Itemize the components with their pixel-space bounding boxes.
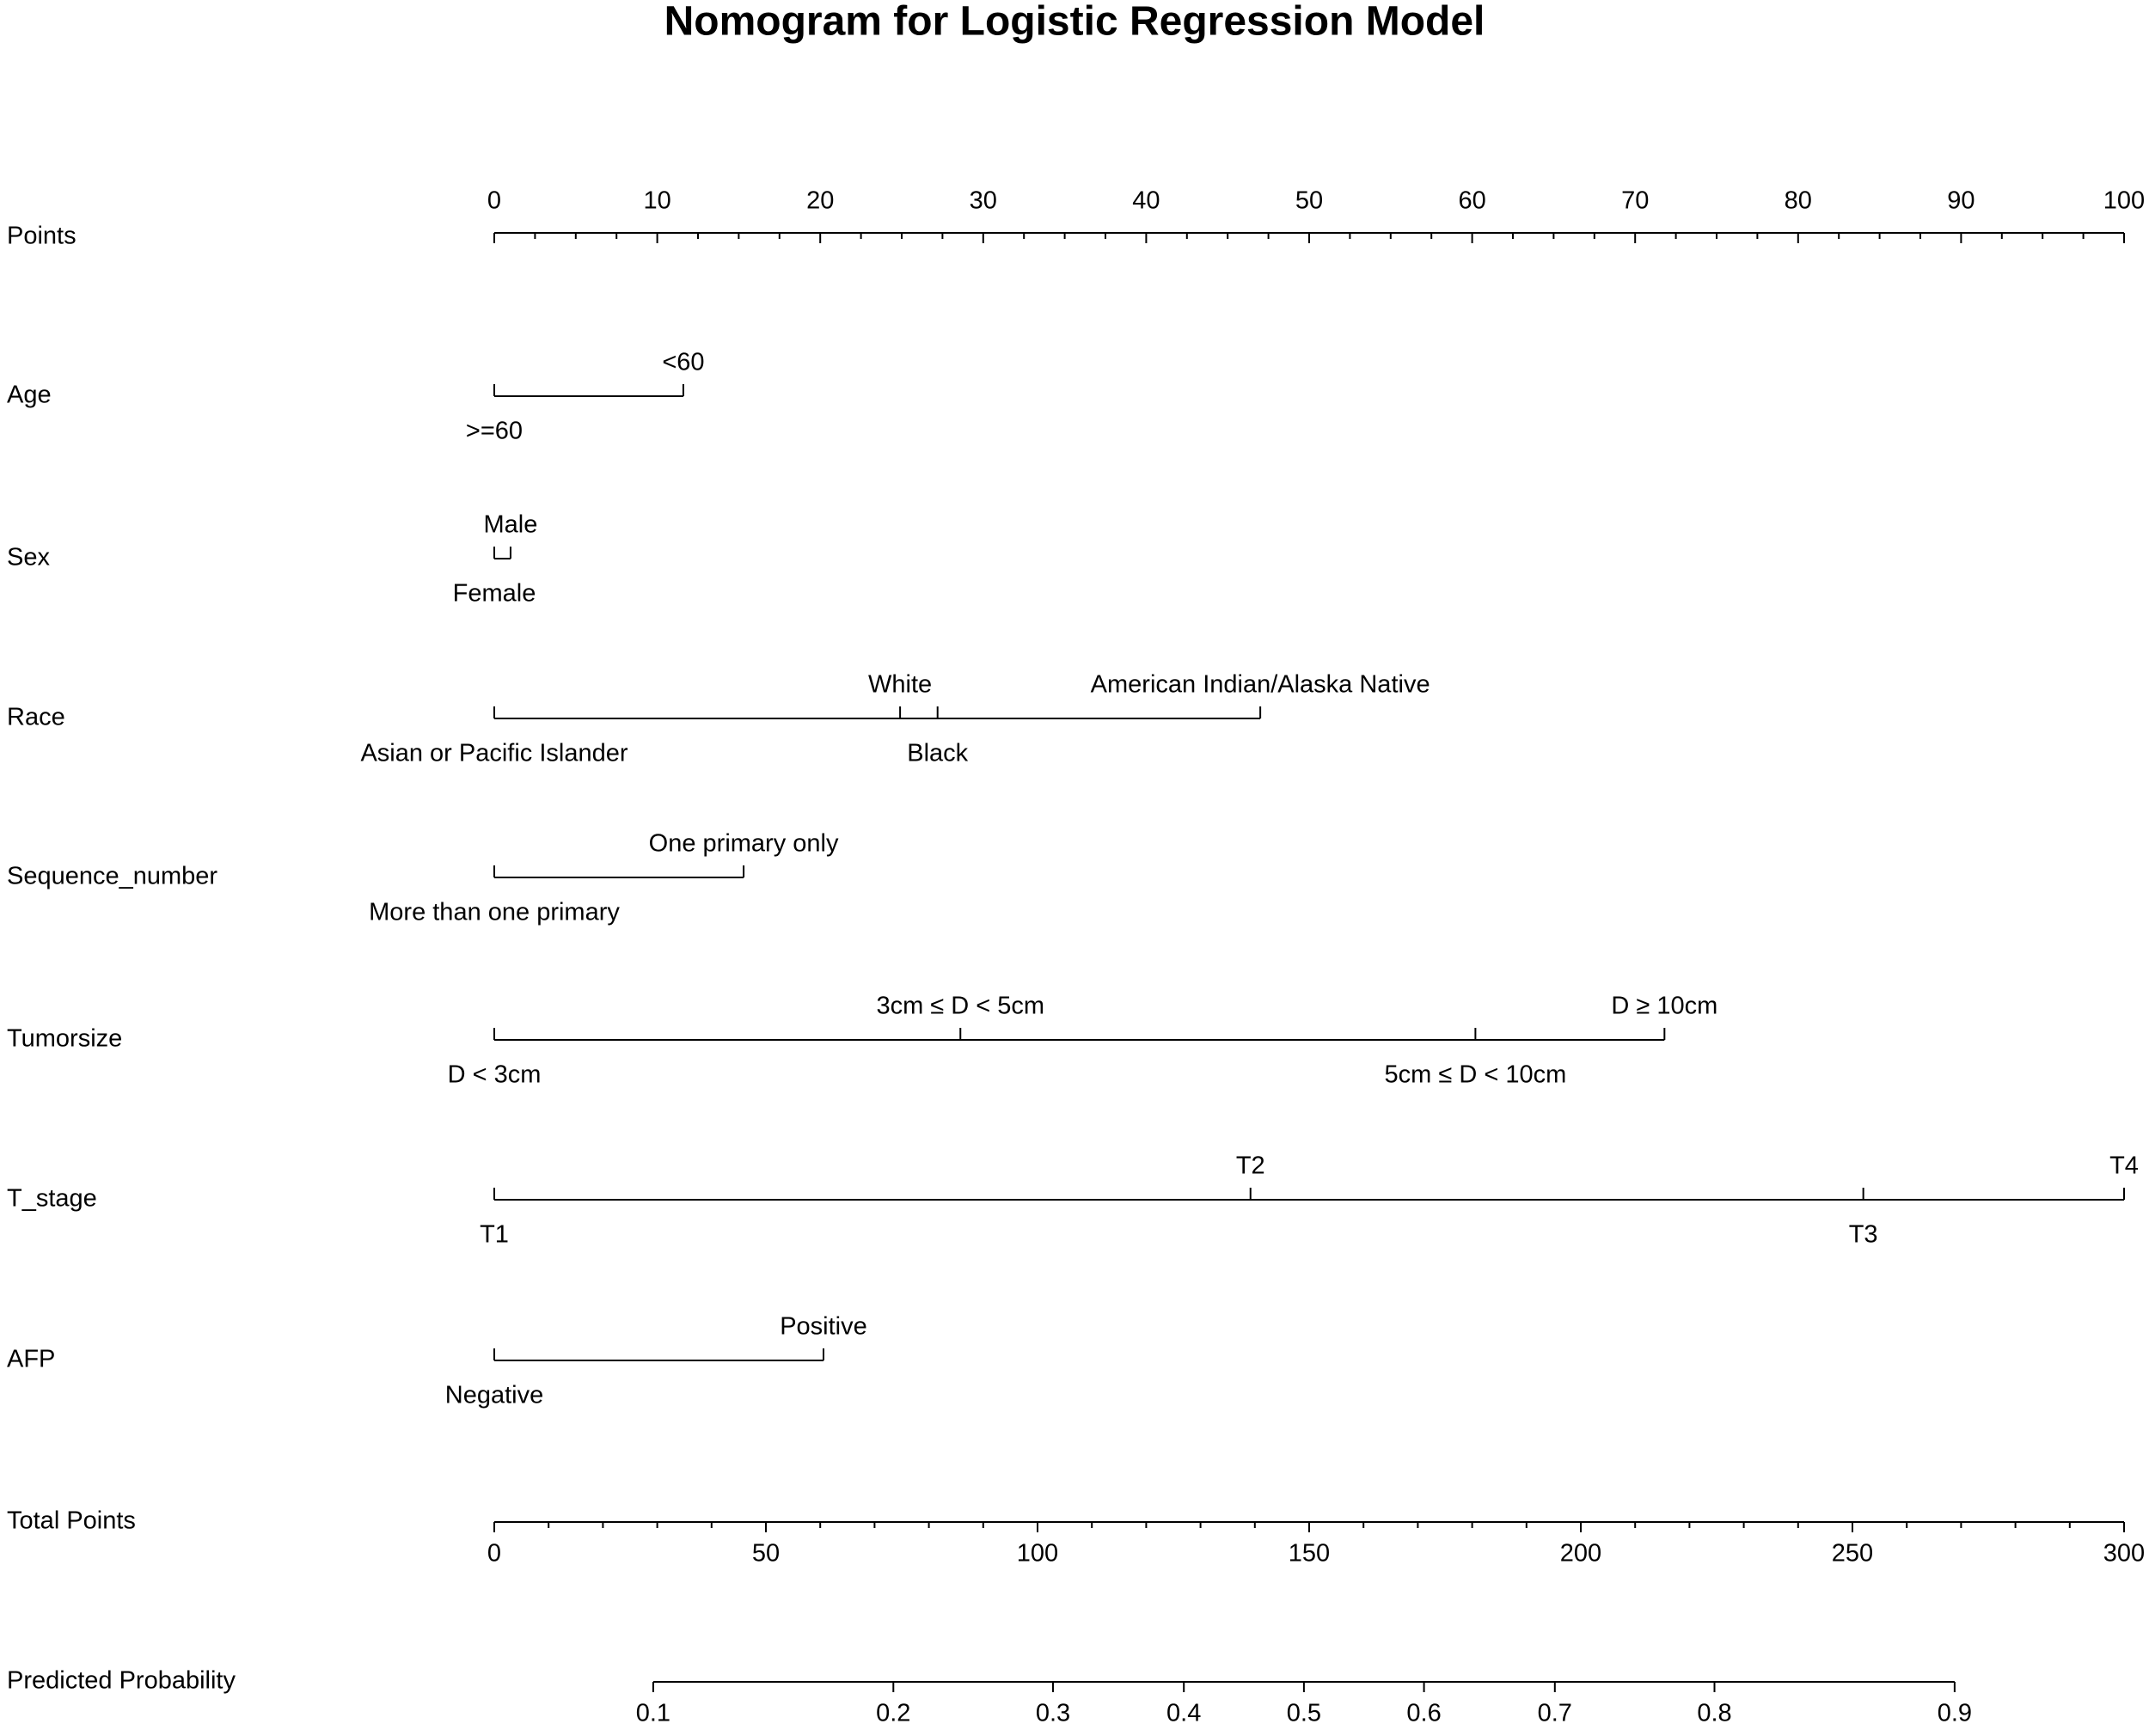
tick-label: 100 bbox=[2103, 187, 2145, 215]
level-label: <60 bbox=[662, 349, 704, 376]
level-label: T3 bbox=[1849, 1221, 1878, 1249]
row-label: T_stage bbox=[7, 1185, 97, 1213]
row-label: AFP bbox=[7, 1346, 55, 1373]
level-label: 5cm ≤ D < 10cm bbox=[1385, 1061, 1567, 1089]
level-label: 3cm ≤ D < 5cm bbox=[876, 993, 1044, 1020]
tick-label: 0.1 bbox=[636, 1700, 670, 1727]
row-label: Sex bbox=[7, 544, 50, 572]
tick-label: 250 bbox=[1832, 1540, 1873, 1568]
tick-label: 60 bbox=[1458, 187, 1485, 215]
tick-label: 20 bbox=[806, 187, 834, 215]
tick-label: 300 bbox=[2103, 1540, 2145, 1568]
level-label: Asian or Pacific Islander bbox=[360, 740, 628, 767]
tick-label: 150 bbox=[1289, 1540, 1330, 1568]
tick-label: 0.3 bbox=[1036, 1700, 1070, 1727]
level-label: Negative bbox=[445, 1382, 543, 1409]
level-label: T1 bbox=[480, 1221, 509, 1249]
row-label: Points bbox=[7, 223, 77, 250]
level-label: American Indian/Alaska Native bbox=[1091, 671, 1430, 699]
tick-label: 0.2 bbox=[876, 1700, 910, 1727]
level-label: More than one primary bbox=[369, 899, 620, 926]
tick-label: 100 bbox=[1017, 1540, 1058, 1568]
tick-label: 200 bbox=[1560, 1540, 1601, 1568]
level-label: One primary only bbox=[649, 830, 839, 858]
tick-label: 10 bbox=[643, 187, 670, 215]
tick-label: 50 bbox=[1295, 187, 1323, 215]
level-label: T4 bbox=[2109, 1152, 2139, 1180]
tick-label: 90 bbox=[1947, 187, 1975, 215]
tick-label: 0.4 bbox=[1166, 1700, 1201, 1727]
row-label: Predicted Probability bbox=[7, 1667, 236, 1695]
tick-label: 0.6 bbox=[1406, 1700, 1441, 1727]
level-label: Positive bbox=[780, 1313, 867, 1341]
level-label: >=60 bbox=[466, 418, 523, 445]
level-label: Female bbox=[453, 580, 536, 608]
chart-title: Nomogram for Logistic Regression Model bbox=[664, 0, 1485, 45]
row-label: Tumorsize bbox=[7, 1025, 122, 1053]
level-label: White bbox=[868, 671, 932, 699]
row-label: Sequence_number bbox=[7, 863, 217, 890]
tick-label: 0 bbox=[487, 187, 501, 215]
tick-label: 40 bbox=[1132, 187, 1160, 215]
tick-label: 80 bbox=[1785, 187, 1812, 215]
level-label: T2 bbox=[1236, 1152, 1265, 1180]
tick-label: 50 bbox=[752, 1540, 780, 1568]
tick-label: 0.8 bbox=[1697, 1700, 1731, 1727]
tick-label: 30 bbox=[970, 187, 997, 215]
level-label: Male bbox=[484, 511, 538, 539]
row-label: Race bbox=[7, 704, 65, 731]
tick-label: 70 bbox=[1621, 187, 1649, 215]
row-label: Total Points bbox=[7, 1507, 136, 1535]
row-label: Age bbox=[7, 382, 52, 409]
tick-label: 0.9 bbox=[1938, 1700, 1972, 1727]
tick-label: 0.5 bbox=[1287, 1700, 1321, 1727]
level-label: Black bbox=[907, 740, 968, 767]
tick-label: 0.7 bbox=[1538, 1700, 1572, 1727]
level-label: D < 3cm bbox=[448, 1061, 542, 1089]
tick-label: 0 bbox=[487, 1540, 501, 1568]
level-label: D ≥ 10cm bbox=[1611, 993, 1717, 1020]
